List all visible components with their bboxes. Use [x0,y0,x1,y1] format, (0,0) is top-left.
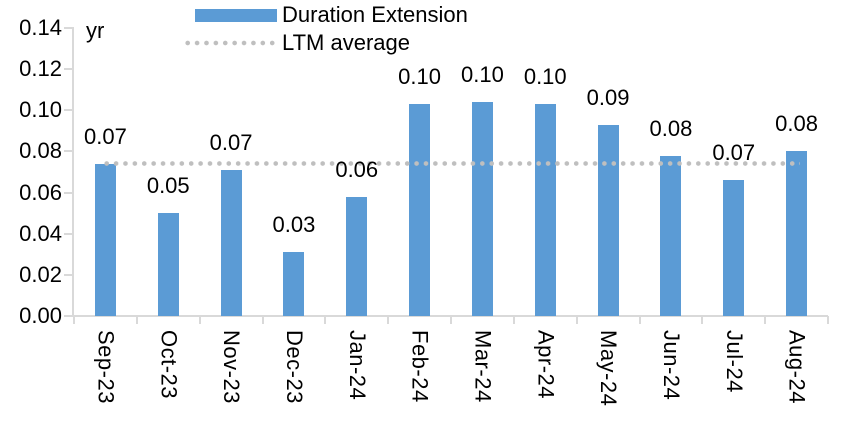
x-axis-tick [701,316,704,324]
bar-value-label: 0.05 [146,173,190,199]
y-axis-tick-label: 0.00 [19,303,62,328]
bar-value-label: 0.07 [712,140,756,166]
bar-value-label: 0.07 [209,129,253,155]
y-axis-tick-label: 0.10 [19,97,62,123]
x-axis-label-May-24: May-24 [596,330,622,407]
duration-extension-legend-swatch [195,9,277,22]
bar-May-24 [597,124,619,316]
x-axis-label-Apr-24: Apr-24 [533,330,559,400]
bar-Jan-24 [346,196,368,316]
bar-Feb-24 [409,104,431,316]
bar-Jul-24 [723,180,745,316]
y-axis-tick-label: 0.08 [19,138,62,164]
y-axis-line [72,28,74,316]
x-axis-label-Jan-24: Jan-24 [344,330,370,401]
x-axis-tick [135,316,138,324]
y-axis-tick [64,109,74,112]
bar-value-label: 0.10 [398,64,441,90]
x-axis-tick [575,316,578,324]
y-axis-tick-label: 0.14 [19,15,62,40]
y-axis-tick-label: 0.02 [19,261,62,287]
y-axis-tick-label: 0.12 [19,56,62,82]
duration-extension-legend-label: Duration Extension [282,2,468,27]
x-axis-tick [827,316,829,324]
x-axis-label-Mar-24: Mar-24 [470,330,496,403]
bar-Nov-23 [220,169,242,316]
bar-value-label: 0.10 [523,64,567,90]
bar-Jun-24 [660,155,682,316]
x-axis-label-Oct-23: Oct-23 [156,330,182,400]
bar-value-label: 0.10 [460,62,504,88]
x-axis-label-Dec-23: Dec-23 [281,330,307,404]
y-axis-tick-label: 0.06 [19,179,62,205]
y-axis-unit-label: yr [86,18,105,43]
bar-Oct-23 [157,213,179,316]
bar-value-label: 0.08 [775,111,818,137]
bar-Mar-24 [471,102,493,316]
x-axis-tick [512,316,515,324]
x-axis-tick [324,316,327,324]
bar-Sep-23 [94,163,116,316]
x-axis-label-Aug-24: Aug-24 [784,330,810,404]
x-axis-label-Nov-23: Nov-23 [219,330,245,404]
bar-value-label: 0.09 [586,84,630,110]
ltm-average-legend-label: LTM average [282,30,410,55]
x-axis-line [64,315,828,317]
ltm-average-legend-swatch [183,40,277,46]
x-axis-tick [764,316,767,324]
y-axis-tick [64,68,74,71]
ltm-average-line [102,161,800,167]
x-axis-tick [387,316,390,324]
x-axis-label-Jun-24: Jun-24 [658,330,684,401]
y-axis-tick [64,273,74,276]
y-axis-tick [64,232,74,235]
x-axis-tick [73,316,75,324]
bar-Aug-24 [786,151,808,316]
x-axis-label-Jul-24: Jul-24 [721,330,747,393]
x-axis-tick [261,316,264,324]
y-axis-tick [64,150,74,153]
y-axis-tick-label: 0.04 [19,220,62,246]
x-axis-tick [450,316,452,324]
bar-value-label: 0.06 [335,156,379,182]
x-axis-label-Feb-24: Feb-24 [407,330,433,403]
bar-value-label: 0.07 [83,123,127,149]
x-axis-tick [198,316,201,324]
y-axis-tick [64,315,74,317]
bar-value-label: 0.03 [272,212,316,238]
x-axis-tick [638,316,641,324]
y-axis-tick [64,191,74,194]
x-axis-label-Sep-23: Sep-23 [93,330,119,404]
bar-Dec-23 [283,252,305,316]
bar-Apr-24 [534,104,556,316]
bar-value-label: 0.08 [649,115,693,141]
y-axis-tick [64,27,74,29]
